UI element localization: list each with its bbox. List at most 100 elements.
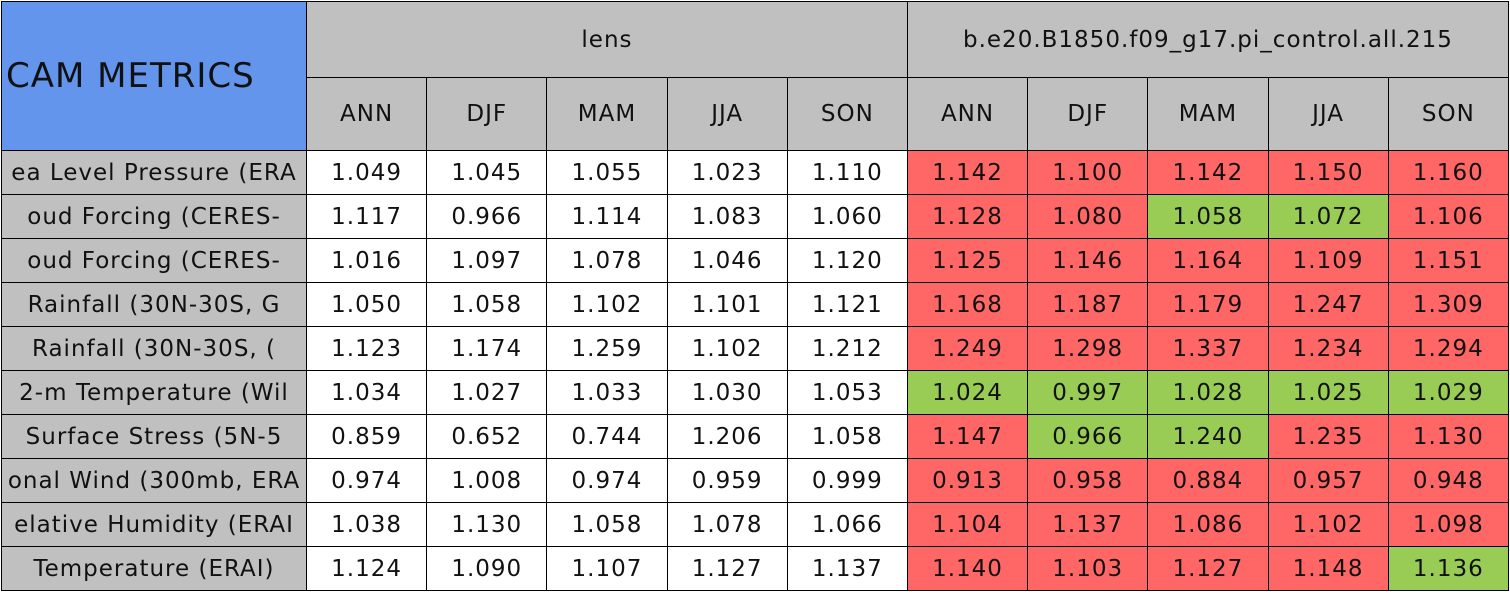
group-header: b.e20.B1850.f09_g17.pi_control.all.215 [906,1,1510,78]
data-row: oud Forcing (CERES- 1.117 0.966 1.114 1.083 1… [1,194,1510,239]
value-cell: 1.106 [1387,194,1510,239]
value-cell: 1.078 [546,238,668,283]
value-cell: 1.148 [1267,546,1389,591]
value-cell: 1.029 [1387,370,1510,415]
value-cell: 1.151 [1387,238,1510,283]
value-cell: 0.974 [305,458,428,503]
value-cell: 0.958 [1027,458,1149,503]
value-cell: 1.090 [426,546,548,591]
value-cell: 0.652 [426,414,548,459]
season-header: ANN [906,77,1029,151]
value-cell: 1.058 [1147,194,1269,239]
value-cell: 1.164 [1147,238,1269,283]
value-cell: 0.997 [1027,370,1149,415]
value-cell: 1.100 [1027,150,1149,195]
value-cell: 1.050 [305,282,428,327]
season-header: DJF [1027,77,1149,151]
value-cell: 1.294 [1387,326,1510,371]
value-cell: 0.959 [666,458,788,503]
value-cell: 1.114 [546,194,668,239]
value-cell: 1.259 [546,326,668,371]
value-cell: 1.142 [906,150,1029,195]
row-label: Temperature (ERAI) [1,546,307,591]
row-label: onal Wind (300mb, ERA [1,458,307,503]
data-row: Temperature (ERAI) 1.124 1.090 1.107 1.127 1.… [1,546,1510,591]
value-cell: 1.127 [1147,546,1269,591]
table-title: CAM METRICS [1,1,307,151]
data-row: 2-m Temperature (Wil 1.034 1.027 1.033 1.030… [1,370,1510,415]
value-cell: 1.168 [906,282,1029,327]
value-cell: 1.249 [906,326,1029,371]
value-cell: 1.123 [305,326,428,371]
value-cell: 0.859 [305,414,428,459]
value-cell: 1.055 [546,150,668,195]
value-cell: 1.083 [666,194,788,239]
value-cell: 0.957 [1267,458,1389,503]
value-cell: 1.025 [1267,370,1389,415]
value-cell: 1.136 [1387,546,1510,591]
season-header: SON [1387,77,1510,151]
group-header-row: CAM METRICS lens b.e20.B1850.f09_g17.pi_c… [1,1,1510,151]
value-cell: 0.744 [546,414,668,459]
value-cell: 1.174 [426,326,548,371]
value-cell: 1.234 [1267,326,1389,371]
value-cell: 1.104 [906,502,1029,547]
value-cell: 1.212 [786,326,908,371]
metrics-table: CAM METRICS lens b.e20.B1850.f09_g17.pi_c… [1,1,1510,591]
value-cell: 1.117 [305,194,428,239]
row-label: Rainfall (30N-30S, G [1,282,307,327]
value-cell: 1.130 [1387,414,1510,459]
value-cell: 1.016 [305,238,428,283]
value-cell: 1.146 [1027,238,1149,283]
value-cell: 1.125 [906,238,1029,283]
data-row: Surface Stress (5N-5 0.859 0.652 0.744 1.206… [1,414,1510,459]
season-header: JJA [1267,77,1389,151]
season-header: SON [786,77,908,151]
value-cell: 1.028 [1147,370,1269,415]
value-cell: 1.058 [426,282,548,327]
data-row: Rainfall (30N-30S, (1.123 1.174 1.259 1.102… [1,326,1510,371]
value-cell: 1.137 [1027,502,1149,547]
value-cell: 1.130 [426,502,548,547]
value-cell: 0.948 [1387,458,1510,503]
value-cell: 1.060 [786,194,908,239]
group-header: lens [306,1,908,78]
value-cell: 1.120 [786,238,908,283]
value-cell: 1.033 [546,370,668,415]
row-label: 2-m Temperature (Wil [1,370,307,415]
value-cell: 1.235 [1267,414,1389,459]
value-cell: 1.121 [786,282,908,327]
value-cell: 1.206 [666,414,788,459]
data-row: Rainfall (30N-30S, G 1.050 1.058 1.102 1.101… [1,282,1510,327]
value-cell: 1.102 [1267,502,1389,547]
value-cell: 0.966 [426,194,548,239]
value-cell: 1.072 [1267,194,1389,239]
value-cell: 0.974 [546,458,668,503]
value-cell: 1.102 [666,326,788,371]
value-cell: 1.109 [1267,238,1389,283]
value-cell: 1.053 [786,370,908,415]
data-row: onal Wind (300mb, ERA 0.974 1.008 0.974 0.95… [1,458,1510,503]
value-cell: 1.150 [1267,150,1389,195]
data-row: ea Level Pressure (ERA 1.049 1.045 1.055 1.0… [1,150,1510,195]
value-cell: 1.098 [1387,502,1510,547]
season-header: ANN [305,77,428,151]
value-cell: 1.298 [1027,326,1149,371]
table-body: ea Level Pressure (ERA 1.049 1.045 1.055 1.0… [1,150,1510,591]
value-cell: 1.127 [666,546,788,591]
season-header-row: ANN DJF MAM JJA SON ANN DJF MAM JJA SON [2,77,1510,151]
value-cell: 1.101 [666,282,788,327]
value-cell: 1.030 [666,370,788,415]
value-cell: 1.058 [786,414,908,459]
value-cell: 1.045 [426,150,548,195]
value-cell: 1.137 [786,546,908,591]
value-cell: 1.337 [1147,326,1269,371]
value-cell: 1.078 [666,502,788,547]
value-cell: 1.179 [1147,282,1269,327]
value-cell: 1.027 [426,370,548,415]
data-row: elative Humidity (ERAI 1.038 1.130 1.058 1.0… [1,502,1510,547]
value-cell: 1.247 [1267,282,1389,327]
data-row: oud Forcing (CERES- 1.016 1.097 1.078 1.046 1… [1,238,1510,283]
value-cell: 0.966 [1027,414,1149,459]
value-cell: 1.140 [906,546,1029,591]
